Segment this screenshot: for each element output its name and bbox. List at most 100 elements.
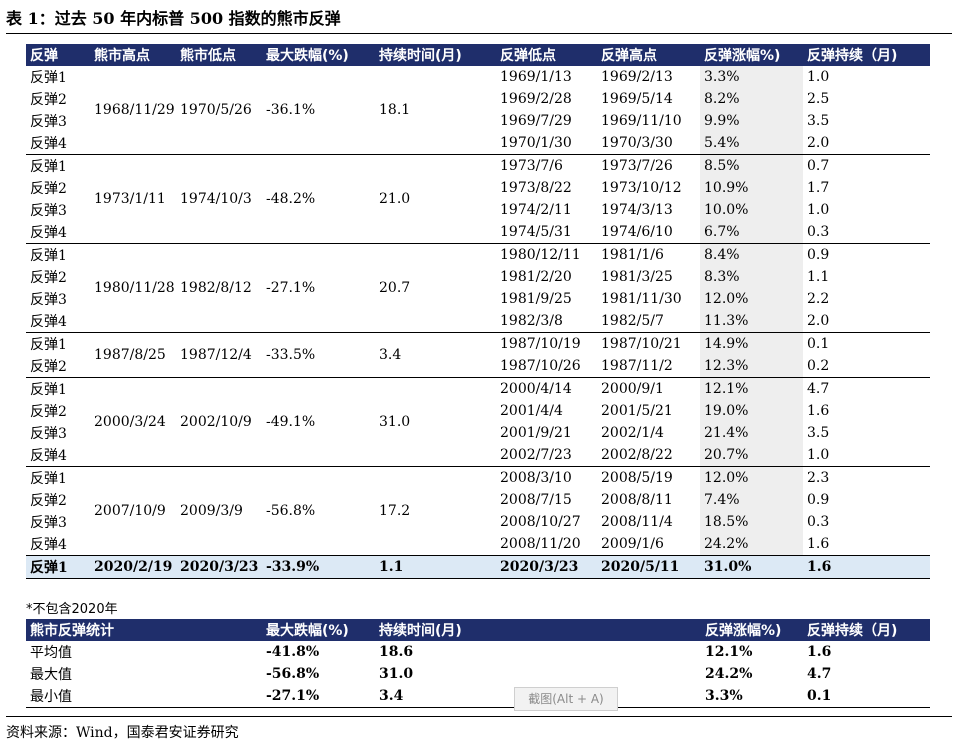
table-row: 反弹4 1982/3/8 1982/5/7 11.3% 2.0 (26, 310, 930, 333)
rebound-gain: 3.3% (700, 66, 803, 88)
rebound-high-date: 1969/5/14 (601, 91, 673, 107)
rebound-gain: 8.3% (700, 266, 803, 288)
table-row: 反弹1 2007/10/9 2009/3/9 -56.8% 17.2 2008/3/10 2… (26, 466, 930, 556)
rebound-low-date: 2000/4/14 (500, 381, 572, 397)
stats-rebound-duration: 1.6 (807, 644, 832, 660)
table-row: 反弹2 1981/2/20 1981/3/25 8.3% 1.1 (26, 266, 930, 288)
rebound-low-date: 2002/7/23 (496, 444, 597, 467)
rebound-high-date: 2002/1/4 (601, 425, 664, 441)
table-row: 反弹3 2001/9/21 2002/1/4 21.4% 3.5 (26, 422, 930, 444)
bear-high-date: 1987/8/25 (90, 332, 176, 378)
rebound-label: 反弹4 (26, 533, 90, 556)
bear-low-date: 2002/10/9 (176, 377, 262, 467)
table-row: 反弹1 1987/8/25 1987/12/4 -33.5% 3.4 1987/10/19… (26, 332, 930, 378)
rebound-label: 反弹2 (30, 404, 67, 420)
rebound-label: 反弹1 (30, 337, 67, 353)
rebound-gain: 12.3% (700, 355, 803, 378)
cell-2020-gain: 31.0% (700, 555, 803, 579)
stats-gain: 12.1% (705, 644, 753, 660)
table-row: 反弹1 1973/1/11 1974/10/3 -48.2% 21.0 1973/7/6 1… (26, 154, 930, 244)
rebound-duration: 2.3 (807, 470, 830, 486)
rebound-duration: 1.6 (803, 533, 930, 556)
rebound-label: 反弹4 (26, 310, 90, 333)
bear-high-date: 2000/3/24 (90, 377, 176, 467)
column-header: 反弹高点 (597, 44, 700, 66)
cell-2020-label: 反弹1 (26, 555, 90, 579)
table-row-2020: 反弹1 2020/2/19 2020/3/23 -33.9% 1.1 2020/3/23 2… (26, 555, 930, 579)
stats-label: 最大值 (30, 667, 72, 683)
rebound-label: 反弹3 (30, 114, 67, 130)
max-drop: -27.1% (262, 243, 375, 333)
rebound-label: 反弹1 (30, 70, 67, 86)
rebound-label: 反弹2 (30, 181, 67, 197)
table-title: 表 1：过去 50 年内标普 500 指数的熊市反弹 (6, 9, 341, 28)
rebound-high-date: 1987/10/21 (601, 336, 682, 352)
rebound-low-date: 1987/10/19 (500, 336, 581, 352)
rebound-high-date: 2000/9/1 (601, 381, 664, 397)
rebound-duration: 0.3 (807, 514, 830, 530)
max-drop: -36.1% (262, 66, 375, 155)
table-row: 反弹4 2002/7/23 2002/8/22 20.7% 1.0 (26, 444, 930, 467)
rebound-high-date: 1981/1/6 (601, 247, 664, 263)
stats-column-header: 反弹持续（月) (803, 619, 930, 641)
rebound-high-date: 2008/8/11 (601, 492, 673, 508)
rebound-label: 反弹2 (30, 493, 67, 509)
cell-2020-rdur: 1.6 (803, 555, 930, 579)
rebound-gain: 9.9% (700, 110, 803, 132)
rebound-low-date: 1969/1/13 (500, 69, 572, 85)
table-row: 反弹2 1973/8/22 1973/10/12 10.9% 1.7 (26, 177, 930, 199)
bear-low-date: 1987/12/4 (176, 332, 262, 378)
stats-duration: 18.6 (379, 644, 414, 660)
rebound-low-date: 1987/10/26 (496, 355, 597, 378)
table-row: 反弹4 1970/1/30 1970/3/30 5.4% 2.0 (26, 132, 930, 155)
rebound-duration: 0.9 (807, 247, 830, 263)
rebound-low-date: 2008/11/20 (496, 533, 597, 556)
rebound-high-date: 2008/5/19 (601, 470, 673, 486)
rebound-gain: 10.9% (700, 177, 803, 199)
rebound-label: 反弹3 (30, 292, 67, 308)
rebound-gain: 24.2% (700, 533, 803, 556)
rebound-gain: 5.4% (700, 132, 803, 155)
stats-rebound-duration: 4.7 (807, 666, 832, 682)
rebound-low-date: 1970/1/30 (496, 132, 597, 155)
rebound-low-date: 2001/4/4 (500, 403, 563, 419)
rebound-high-date: 1970/3/30 (597, 132, 700, 155)
stats-label: 最小值 (26, 685, 262, 708)
rebound-gain: 12.0% (700, 288, 803, 310)
table-row: 反弹3 1969/7/29 1969/11/10 9.9% 3.5 (26, 110, 930, 132)
bear-low-date: 1982/8/12 (176, 243, 262, 333)
rebound-high-date: 1973/10/12 (601, 180, 682, 196)
rebound-low-date: 1969/7/29 (500, 113, 572, 129)
rebound-high-date: 1969/11/10 (601, 113, 682, 129)
stats-rebound-duration: 0.1 (803, 685, 930, 708)
table-row: 反弹3 2008/10/27 2008/11/4 18.5% 0.3 (26, 511, 930, 533)
rebound-low-date: 2001/9/21 (500, 425, 572, 441)
rebound-high-date: 2009/1/6 (597, 533, 700, 556)
rebound-label: 反弹2 (30, 270, 67, 286)
stats-table: 熊市反弹统计 最大跌幅(%) 持续时间(月) 反弹涨幅%) 反弹持续（月) 平均值 -41… (26, 619, 930, 708)
rebound-label: 反弹4 (26, 221, 90, 244)
cell-2020-high: 2020/2/19 (90, 555, 176, 579)
rebound-high-date: 2008/11/4 (601, 514, 673, 530)
rebound-gain: 18.5% (700, 511, 803, 533)
rebound-high-date: 2001/5/21 (601, 403, 673, 419)
table-header-row: 反弹 熊市高点 熊市低点 最大跌幅(%) 持续时间(月) 反弹低点 反弹高点 反弹涨幅%) 反弹… (26, 44, 930, 66)
stats-label: 平均值 (30, 645, 72, 661)
stats-row: 最小值 -27.1% 3.4 3.3% 0.1 (26, 685, 930, 708)
stats-row: 最大值 -56.8% 31.0 24.2% 4.7 (26, 663, 930, 685)
rebound-gain: 19.0% (700, 400, 803, 422)
stats-column-header: 反弹涨幅%) (701, 619, 803, 641)
stats-column-header: 最大跌幅(%) (262, 619, 375, 641)
bear-duration: 3.4 (375, 332, 496, 378)
rebound-duration: 0.7 (807, 158, 830, 174)
rebound-gain: 21.4% (700, 422, 803, 444)
stats-drop: -27.1% (262, 685, 375, 708)
table-row: 反弹2 1987/10/26 1987/11/2 12.3% 0.2 (26, 355, 930, 378)
rebound-label: 反弹4 (26, 132, 90, 155)
rebound-gain: 8.4% (700, 243, 803, 266)
rebound-low-date: 2008/3/10 (500, 470, 572, 486)
rebound-label: 反弹3 (30, 203, 67, 219)
stats-column-header: 熊市反弹统计 (26, 619, 262, 641)
rebound-duration: 1.6 (807, 403, 830, 419)
stats-header-row: 熊市反弹统计 最大跌幅(%) 持续时间(月) 反弹涨幅%) 反弹持续（月) (26, 619, 930, 641)
